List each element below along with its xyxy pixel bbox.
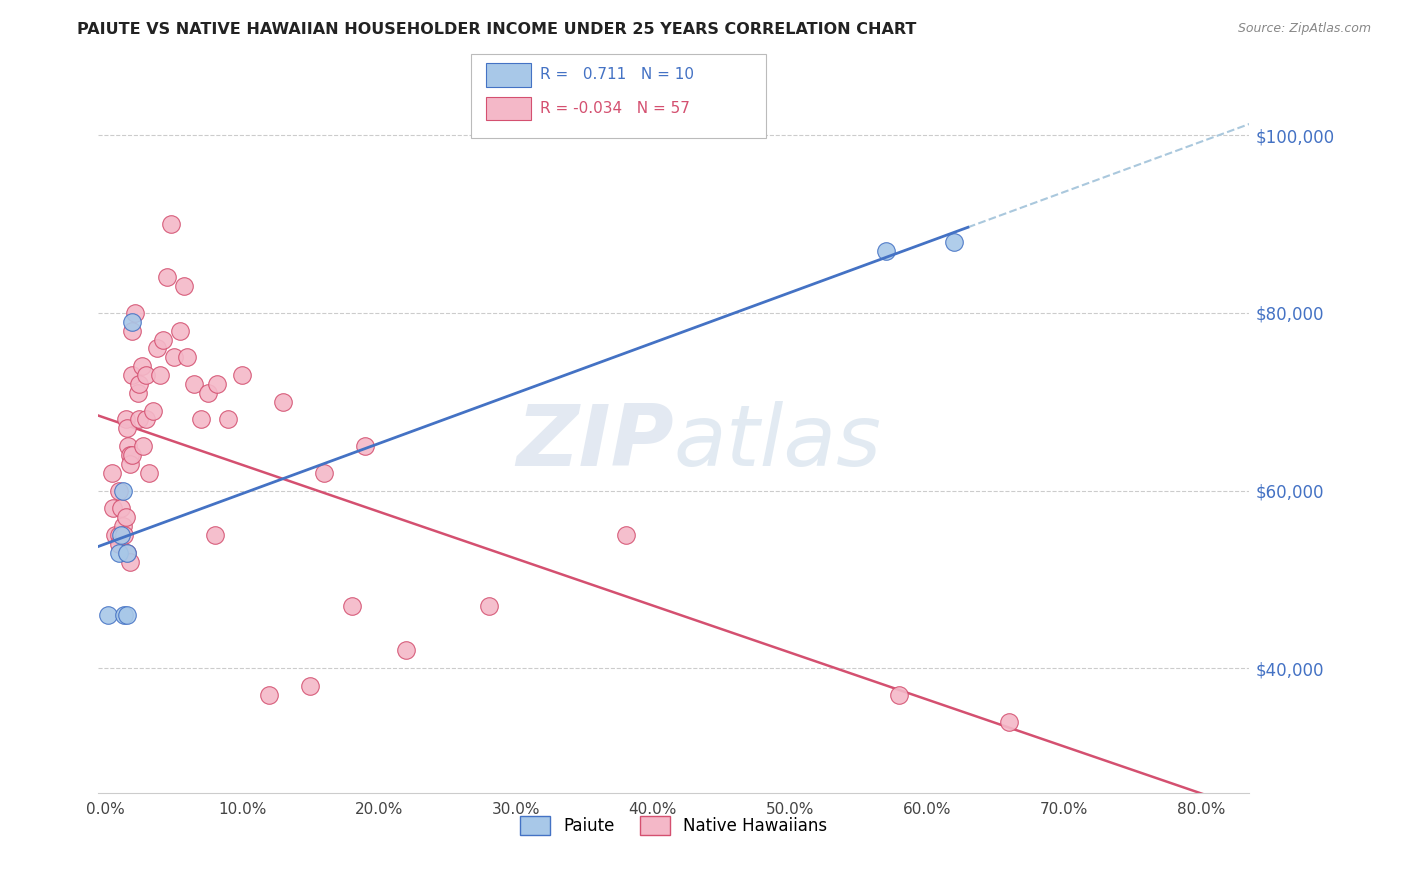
Point [156, 270, 179, 285]
Point [104, 528, 127, 542]
Point [121, 324, 143, 338]
Point [207, 376, 229, 391]
Point [169, 324, 191, 338]
Point [118, 555, 141, 569]
Point [107, 537, 129, 551]
Point [114, 510, 136, 524]
Point [128, 412, 150, 426]
Point [131, 359, 153, 373]
Point [111, 519, 134, 533]
Point [299, 679, 322, 693]
Point [614, 528, 637, 542]
Point [107, 528, 129, 542]
Point [115, 607, 138, 622]
Point [135, 368, 157, 382]
Point [176, 351, 198, 365]
Point [204, 528, 226, 542]
Point [314, 466, 336, 480]
Point [112, 528, 135, 542]
Point [998, 714, 1021, 729]
Point [142, 403, 165, 417]
Point [259, 688, 281, 702]
Point [112, 607, 135, 622]
Point [103, 501, 125, 516]
Point [110, 501, 132, 516]
Point [889, 688, 911, 702]
Text: Source: ZipAtlas.com: Source: ZipAtlas.com [1237, 22, 1371, 36]
Text: PAIUTE VS NATIVE HAWAIIAN HOUSEHOLDER INCOME UNDER 25 YEARS CORRELATION CHART: PAIUTE VS NATIVE HAWAIIAN HOUSEHOLDER IN… [77, 22, 917, 37]
Point [162, 351, 184, 365]
Point [197, 385, 219, 400]
Point [107, 546, 129, 560]
Text: ZIP: ZIP [516, 401, 673, 484]
Point [118, 448, 141, 462]
Point [875, 244, 897, 258]
Point [127, 385, 149, 400]
Point [101, 466, 124, 480]
Point [121, 315, 143, 329]
Point [231, 368, 253, 382]
Point [135, 412, 157, 426]
Point [340, 599, 363, 613]
Point [217, 412, 239, 426]
Point [115, 546, 138, 560]
Point [114, 412, 136, 426]
Point [132, 439, 155, 453]
Point [97, 607, 120, 622]
Point [121, 368, 143, 382]
Point [183, 376, 205, 391]
Point [121, 448, 143, 462]
Point [190, 412, 212, 426]
Point [149, 368, 172, 382]
Text: atlas: atlas [673, 401, 882, 484]
Point [477, 599, 499, 613]
Point [128, 376, 150, 391]
Point [271, 394, 294, 409]
Point [395, 643, 418, 657]
Point [117, 439, 139, 453]
Point [173, 279, 195, 293]
Point [107, 483, 129, 498]
Point [124, 306, 146, 320]
Point [146, 342, 169, 356]
Point [943, 235, 966, 249]
Point [138, 466, 160, 480]
Point [152, 333, 174, 347]
Legend: Paiute, Native Hawaiians: Paiute, Native Hawaiians [520, 816, 827, 835]
Text: R = -0.034   N = 57: R = -0.034 N = 57 [540, 101, 690, 116]
Point [118, 457, 141, 471]
Point [115, 421, 138, 435]
Point [159, 217, 181, 231]
Text: R =   0.711   N = 10: R = 0.711 N = 10 [540, 67, 695, 82]
Point [110, 528, 132, 542]
Point [115, 546, 138, 560]
Point [354, 439, 377, 453]
Point [111, 483, 134, 498]
